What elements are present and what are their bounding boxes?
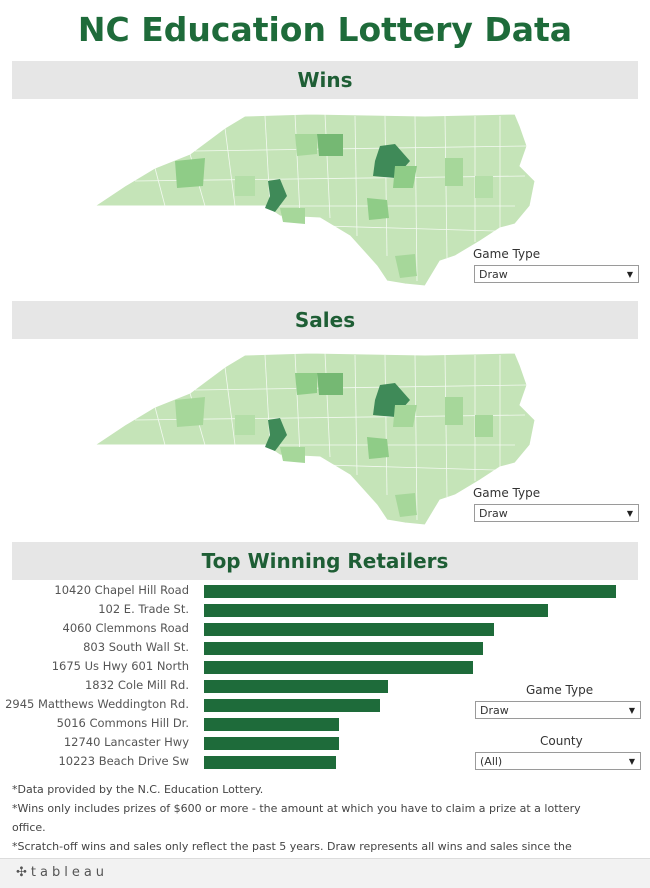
county-value: (All) [480, 755, 503, 768]
county-mid-1[interactable] [175, 158, 205, 188]
sales-map[interactable] [95, 345, 555, 525]
note-line-4: *Scratch-off wins and sales only reflect… [12, 840, 572, 853]
county-mid-3[interactable] [295, 134, 317, 156]
county-mid-4[interactable] [393, 405, 417, 427]
county-mid-10[interactable] [475, 415, 493, 437]
retailer-bar[interactable] [204, 604, 548, 617]
county-mid-5[interactable] [367, 437, 389, 459]
county-mid-7[interactable] [395, 254, 417, 278]
county-mid-4[interactable] [393, 166, 417, 188]
tableau-footer: ✣tableau [0, 858, 650, 888]
tableau-logo-link[interactable]: ✣tableau [16, 865, 108, 880]
county-mid-10[interactable] [475, 176, 493, 198]
chevron-down-icon: ▼ [628, 757, 635, 766]
county-mid-5[interactable] [367, 198, 389, 220]
wins-game-type-dropdown[interactable]: Draw ▼ [474, 265, 639, 283]
retailer-bar[interactable] [204, 680, 388, 693]
bar-label: 1675 Us Hwy 601 North [51, 659, 189, 673]
retailer-bar[interactable] [204, 737, 339, 750]
retailer-bar[interactable] [204, 585, 616, 598]
brand-label: tableau [30, 865, 109, 880]
tableau-icon: ✣ [16, 865, 31, 880]
county-mid-2[interactable] [317, 373, 343, 395]
wins-map[interactable] [95, 106, 555, 286]
retailer-bar[interactable] [204, 718, 339, 731]
chevron-down-icon: ▼ [626, 509, 633, 518]
county-mid-1[interactable] [175, 397, 205, 427]
chevron-down-icon: ▼ [626, 270, 633, 279]
sales-header: Sales [12, 301, 638, 339]
note-line-2: *Wins only includes prizes of $600 or mo… [12, 802, 581, 815]
county-dropdown[interactable]: (All) ▼ [475, 752, 641, 770]
nc-state-shape [95, 113, 536, 286]
bar-label: 803 South Wall St. [83, 640, 189, 654]
retailers-bar-chart: 10420 Chapel Hill Road 102 E. Trade St. 40… [0, 583, 640, 774]
bar-label: 10223 Beach Drive Sw [58, 754, 189, 768]
county-borders [134, 113, 528, 282]
page-title: NC Education Lottery Data [77, 10, 573, 49]
county-mid-9[interactable] [235, 415, 255, 435]
county-mid-3[interactable] [295, 373, 317, 395]
county-borders [134, 352, 528, 521]
county-mid-6[interactable] [445, 158, 463, 186]
county-mid-2[interactable] [317, 134, 343, 156]
note-line-1: *Data provided by the N.C. Education Lot… [12, 783, 264, 796]
wins-game-type-value: Draw [479, 268, 508, 281]
retailers-header: Top Winning Retailers [12, 542, 638, 580]
bar-label: 1832 Cole Mill Rd. [84, 678, 189, 692]
chevron-down-icon: ▼ [628, 706, 635, 715]
retailer-bar[interactable] [204, 642, 483, 655]
bar-label: 5016 Commons Hill Dr. [56, 716, 189, 730]
retailer-bar[interactable] [204, 756, 336, 769]
retailer-bar[interactable] [204, 699, 380, 712]
bar-label: 2945 Matthews Weddington Rd. [5, 697, 189, 711]
retailer-bar[interactable] [204, 623, 495, 636]
county-dark-mecklenburg[interactable] [265, 418, 287, 451]
retailers-game-type-value: Draw [480, 704, 509, 717]
sales-game-type-value: Draw [479, 507, 508, 520]
sales-game-type-label: Game Type [473, 486, 541, 500]
wins-header: Wins [12, 61, 638, 99]
bar-label: 4060 Clemmons Road [62, 621, 189, 635]
wins-game-type-label: Game Type [473, 247, 541, 261]
county-mid-9[interactable] [235, 176, 255, 196]
county-mid-8[interactable] [280, 447, 305, 463]
county-mid-8[interactable] [280, 208, 305, 224]
bar-label: 12740 Lancaster Hwy [63, 735, 189, 749]
note-line-3: office. [12, 821, 46, 834]
retailers-game-type-label: Game Type [526, 683, 594, 697]
bar-label: 10420 Chapel Hill Road [54, 583, 189, 597]
county-label: County [540, 734, 583, 748]
sales-game-type-dropdown[interactable]: Draw ▼ [474, 504, 639, 522]
county-mid-6[interactable] [445, 397, 463, 425]
bar-label: 102 E. Trade St. [98, 602, 189, 616]
retailers-game-type-dropdown[interactable]: Draw ▼ [475, 701, 641, 719]
retailer-bar[interactable] [204, 661, 473, 674]
nc-state-shape [95, 352, 536, 525]
county-dark-mecklenburg[interactable] [265, 179, 287, 212]
county-mid-7[interactable] [395, 493, 417, 517]
